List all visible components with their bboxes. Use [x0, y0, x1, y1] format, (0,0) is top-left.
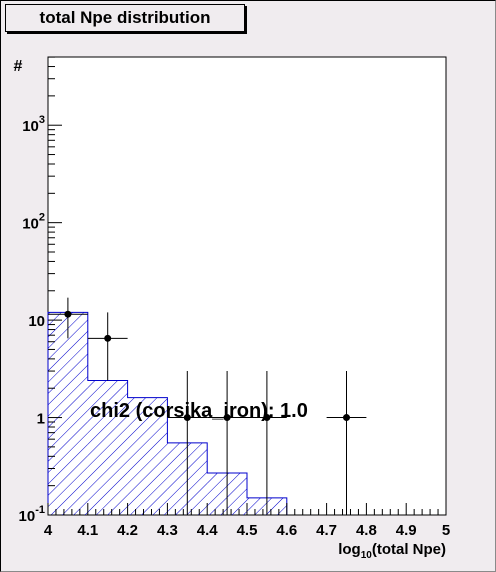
data-point — [64, 310, 72, 318]
y-tick-label: 103 — [22, 114, 45, 135]
y-axis-label: # — [14, 58, 23, 75]
x-tick-label: 4.3 — [157, 522, 178, 539]
data-point — [183, 414, 191, 422]
y-tick-label: 10 — [28, 313, 45, 330]
x-tick-label: 4.7 — [316, 522, 337, 539]
chart-title: total Npe distribution — [5, 4, 245, 32]
data-point — [263, 414, 271, 422]
chi2-annotation: chi2 (corsika_iron): 1.0 — [90, 400, 308, 422]
y-tick-label: 1 — [37, 411, 45, 428]
axes: 4 4.1 4.2 4.3 4.4 4.5 4.6 4.7 4.8 4.9 5 log10(total… — [14, 56, 450, 561]
x-tick-label: 4.6 — [276, 522, 297, 539]
x-axis-label: log10(total Npe) — [338, 541, 446, 561]
x-tick-label: 4.8 — [356, 522, 377, 539]
x-tick-label: 4.1 — [77, 522, 98, 539]
x-tick-label: 4 — [44, 522, 53, 539]
data-point — [104, 334, 112, 342]
y-tick-label: 102 — [22, 212, 45, 233]
x-tick-label: 4.4 — [197, 522, 219, 539]
data-point — [343, 414, 350, 422]
data-points — [48, 297, 367, 515]
histogram-bar — [127, 397, 168, 515]
x-tick-label: 4.9 — [396, 522, 417, 539]
data-point — [223, 414, 231, 422]
histogram-bar — [87, 380, 128, 515]
x-tick-label: 5 — [442, 522, 450, 539]
histogram-bar — [48, 312, 88, 515]
y-tick-label: 10-1 — [19, 504, 45, 525]
histogram-outline — [47, 311, 288, 515]
x-tick-label: 4.2 — [117, 522, 138, 539]
x-tick-label: 4.5 — [237, 522, 258, 539]
